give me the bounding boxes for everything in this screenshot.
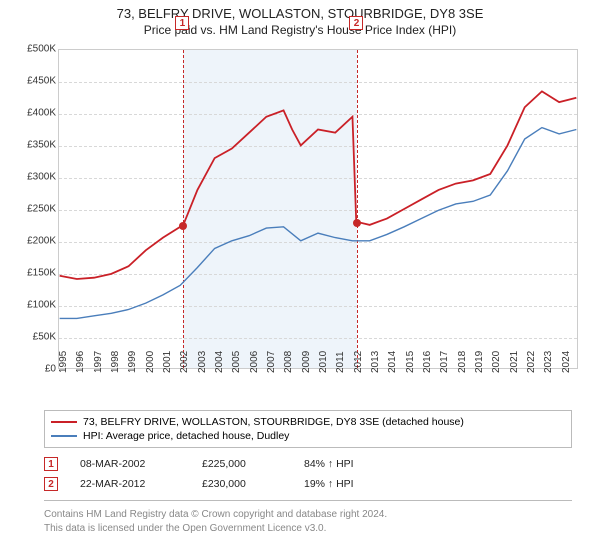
- y-axis-label: £200K: [27, 236, 56, 247]
- sale-marker-dot: [179, 222, 187, 230]
- sale-marker-box: 2: [44, 477, 58, 491]
- y-axis-label: £400K: [27, 108, 56, 119]
- sale-date: 22-MAR-2012: [80, 478, 180, 490]
- chart-title-subtitle: Price paid vs. HM Land Registry's House …: [0, 23, 600, 37]
- sale-price: £230,000: [202, 478, 282, 490]
- sale-hpi: 19% ↑ HPI: [304, 478, 384, 490]
- legend-swatch-property: [51, 421, 77, 423]
- footer-line2: This data is licensed under the Open Gov…: [44, 522, 572, 536]
- sale-marker-label: 1: [175, 16, 189, 30]
- footer-line1: Contains HM Land Registry data © Crown c…: [44, 508, 572, 522]
- sale-date: 08-MAR-2002: [80, 458, 180, 470]
- y-axis-label: £450K: [27, 76, 56, 87]
- y-axis-label: £250K: [27, 204, 56, 215]
- legend-swatch-hpi: [51, 435, 77, 437]
- sale-marker-box: 1: [44, 457, 58, 471]
- y-axis-label: £500K: [27, 44, 56, 55]
- y-axis-label: £50K: [33, 332, 56, 343]
- line-series-svg: [59, 50, 577, 368]
- sales-table: 1 08-MAR-2002 £225,000 84% ↑ HPI 2 22-MA…: [44, 454, 572, 494]
- legend-box: 73, BELFRY DRIVE, WOLLASTON, STOURBRIDGE…: [44, 410, 572, 448]
- sale-row: 1 08-MAR-2002 £225,000 84% ↑ HPI: [44, 454, 572, 474]
- plot-region: 12: [58, 49, 578, 369]
- sale-row: 2 22-MAR-2012 £230,000 19% ↑ HPI: [44, 474, 572, 494]
- sale-hpi: 84% ↑ HPI: [304, 458, 384, 470]
- legend-label-hpi: HPI: Average price, detached house, Dudl…: [83, 430, 289, 442]
- legend-item-property: 73, BELFRY DRIVE, WOLLASTON, STOURBRIDGE…: [51, 415, 565, 429]
- y-axis-label: £100K: [27, 300, 56, 311]
- chart-title-address: 73, BELFRY DRIVE, WOLLASTON, STOURBRIDGE…: [0, 6, 600, 21]
- sale-price: £225,000: [202, 458, 282, 470]
- y-axis-label: £300K: [27, 172, 56, 183]
- y-axis-label: £150K: [27, 268, 56, 279]
- sale-marker-label: 2: [349, 16, 363, 30]
- legend-label-property: 73, BELFRY DRIVE, WOLLASTON, STOURBRIDGE…: [83, 416, 464, 428]
- footer-divider: [44, 500, 572, 501]
- y-axis-label: £350K: [27, 140, 56, 151]
- y-axis-label: £0: [45, 364, 56, 375]
- legend-item-hpi: HPI: Average price, detached house, Dudl…: [51, 429, 565, 443]
- sale-marker-dot: [353, 219, 361, 227]
- chart-title-block: 73, BELFRY DRIVE, WOLLASTON, STOURBRIDGE…: [0, 0, 600, 39]
- chart-area: 12 £0 £50K £100K £150K £200K £250K £300K £350K £…: [10, 39, 590, 419]
- footer-attribution: Contains HM Land Registry data © Crown c…: [44, 508, 572, 535]
